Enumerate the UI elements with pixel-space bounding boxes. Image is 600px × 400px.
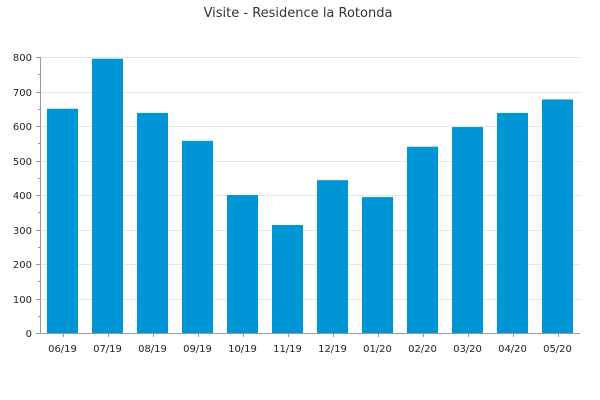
y-tick-label: 0 bbox=[26, 329, 32, 340]
x-axis-ticks: 06/19 07/19 08/19 09/19 10/19 11/19 12/19 01/20… bbox=[48, 333, 572, 355]
bar-07/19 bbox=[91, 58, 124, 333]
axes bbox=[40, 57, 580, 334]
y-tick-label: 100 bbox=[13, 295, 32, 306]
y-tick-label: 500 bbox=[13, 157, 32, 168]
bar-01/20 bbox=[361, 197, 394, 333]
x-tick-label: 09/19 bbox=[183, 344, 212, 355]
x-tick-label: 11/19 bbox=[273, 344, 302, 355]
bars bbox=[46, 58, 574, 333]
y-tick-label: 400 bbox=[13, 191, 32, 202]
y-tick-label: 300 bbox=[13, 226, 32, 237]
bar-10/19 bbox=[226, 195, 259, 333]
y-tick-label: 600 bbox=[13, 122, 32, 133]
bar-09/19 bbox=[181, 140, 214, 333]
x-tick-label: 02/20 bbox=[408, 344, 437, 355]
chart-title: Visite - Residence la Rotonda bbox=[204, 6, 393, 21]
y-tick-label: 800 bbox=[13, 53, 32, 64]
x-tick-label: 03/20 bbox=[453, 344, 482, 355]
bar-02/20 bbox=[406, 146, 439, 333]
x-tick-label: 12/19 bbox=[318, 344, 347, 355]
x-tick-label: 08/19 bbox=[138, 344, 167, 355]
bar-04/20 bbox=[496, 112, 529, 333]
bar-11/19 bbox=[271, 225, 304, 333]
x-tick-label: 05/20 bbox=[543, 344, 572, 355]
gridlines bbox=[40, 57, 580, 300]
y-axis-ticks: 0 100 200 300 400 500 600 700 800 bbox=[13, 53, 40, 340]
x-tick-label: 01/20 bbox=[363, 344, 392, 355]
x-tick-label: 04/20 bbox=[498, 344, 527, 355]
bar-08/19 bbox=[136, 112, 169, 333]
bar-06/19 bbox=[46, 108, 79, 333]
bar-03/20 bbox=[451, 127, 484, 333]
x-tick-label: 07/19 bbox=[93, 344, 122, 355]
bar-12/19 bbox=[316, 180, 349, 333]
bar-05/20 bbox=[541, 99, 574, 333]
x-tick-label: 10/19 bbox=[228, 344, 257, 355]
x-tick-label: 06/19 bbox=[48, 344, 77, 355]
y-tick-label: 700 bbox=[13, 88, 32, 99]
y-tick-label: 200 bbox=[13, 260, 32, 271]
